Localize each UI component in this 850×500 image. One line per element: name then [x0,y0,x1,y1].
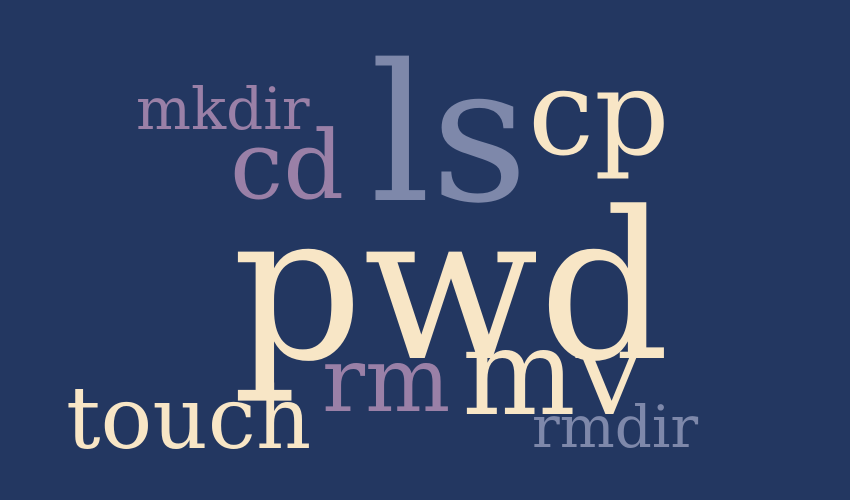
word-rm: rm [322,328,451,433]
word-ls: ls [370,24,529,245]
word-touch: touch [66,369,312,469]
word-pwd: pwd [232,169,670,407]
word-rmdir: rmdir [532,393,699,461]
word-mkdir: mkdir [136,75,310,143]
word-cp: cp [528,44,670,182]
word-cd: cd [230,111,345,221]
word-mv: mv [462,304,644,443]
